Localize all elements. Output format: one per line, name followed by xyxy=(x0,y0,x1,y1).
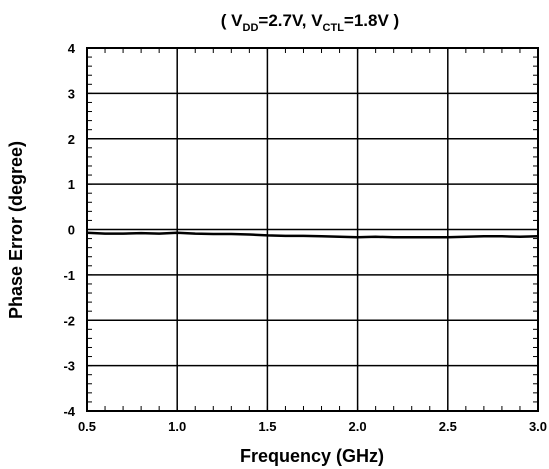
y-tick-label: 1 xyxy=(68,177,75,192)
svg-text:( VDD=2.7V, VCTL=1.8V ): ( VDD=2.7V, VCTL=1.8V ) xyxy=(221,11,399,34)
y-tick-label: 4 xyxy=(68,41,76,56)
series-group xyxy=(86,231,539,239)
chart-title-mid: =2.7V, V xyxy=(258,11,323,30)
grid-lines xyxy=(87,48,538,411)
x-axis-label: Frequency (GHz) xyxy=(240,446,384,466)
x-tick-labels: 0.5 1.0 1.5 2.0 2.5 3.0 xyxy=(78,419,547,434)
y-axis-label: Phase Error (degree) xyxy=(6,141,26,319)
y-tick-label: 0 xyxy=(68,223,75,238)
y-tick-label: -3 xyxy=(63,359,75,374)
x-tick-label: 1.0 xyxy=(168,419,186,434)
plot-frame xyxy=(86,47,539,412)
x-tick-label: 2.0 xyxy=(349,419,367,434)
y-tick-labels: 4 3 2 1 0 -1 -2 -3 -4 xyxy=(63,41,75,419)
y-tick-label: -1 xyxy=(63,268,75,283)
chart-title-open: ( V xyxy=(221,11,243,30)
x-tick-label: 0.5 xyxy=(78,419,96,434)
y-tick-label: 2 xyxy=(68,132,75,147)
y-tick-label: 3 xyxy=(68,86,75,101)
chart-title: ( VDD=2.7V, VCTL=1.8V ) xyxy=(221,11,399,34)
series-line-phase-error xyxy=(86,231,539,239)
y-tick-label: -2 xyxy=(63,313,75,328)
x-tick-label: 3.0 xyxy=(529,419,547,434)
chart-title-close: =1.8V ) xyxy=(344,11,399,30)
y-tick-label: -4 xyxy=(63,404,75,419)
chart-title-sub2: CTL xyxy=(323,22,345,34)
chart-title-sub1: DD xyxy=(243,22,259,34)
x-tick-label: 2.5 xyxy=(439,419,457,434)
x-tick-label: 1.5 xyxy=(258,419,276,434)
